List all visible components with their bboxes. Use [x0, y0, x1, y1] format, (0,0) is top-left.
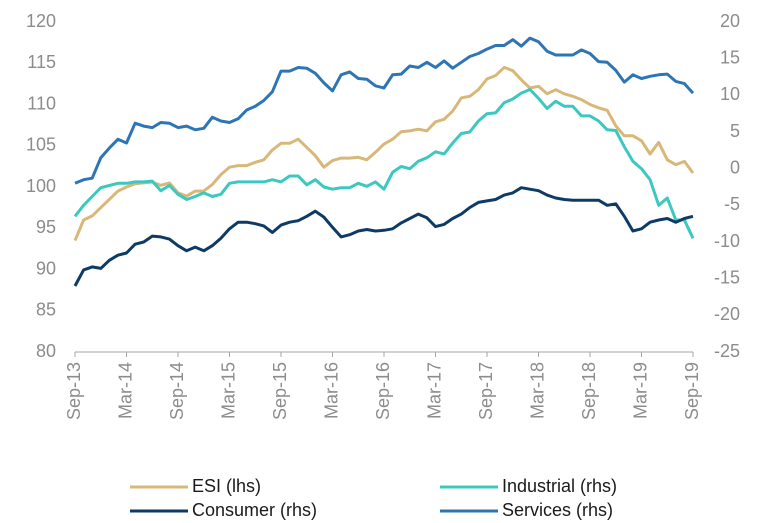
x-tick-label: Mar-15: [218, 362, 238, 419]
x-tick-label: Sep-19: [682, 362, 702, 420]
legend-label: Consumer (rhs): [192, 500, 317, 520]
x-tick-label: Sep-14: [167, 362, 187, 420]
x-tick-label: Mar-18: [527, 362, 547, 419]
series-line: [74, 36, 695, 185]
y-tick-label: 100: [26, 176, 56, 196]
y2-tick-label: 10: [720, 84, 740, 104]
y-tick-label: 95: [36, 217, 56, 237]
y2-tick-label: -20: [714, 304, 740, 324]
x-tick-label: Mar-14: [115, 362, 135, 419]
y2-tick-label: 20: [720, 11, 740, 31]
y-tick-label: 110: [27, 93, 56, 113]
y-tick-label: 105: [26, 135, 56, 155]
x-tick-label: Sep-15: [270, 362, 290, 420]
x-tick-label: Mar-17: [424, 362, 444, 419]
x-tick-label: Sep-13: [64, 362, 84, 420]
x-tick-label: Sep-18: [579, 362, 599, 420]
x-tick-label: Sep-16: [373, 362, 393, 420]
y2-tick-label: 5: [730, 121, 740, 141]
x-tick-label: Mar-19: [630, 362, 650, 419]
y2-tick-label: -5: [724, 194, 740, 214]
y-tick-label: 115: [27, 52, 56, 72]
series-line: [73, 186, 694, 287]
y-tick-label: 85: [36, 300, 56, 320]
y-tick-label: 90: [36, 258, 56, 278]
y-tick-label: 80: [36, 341, 56, 361]
legend-label: Services (rhs): [502, 500, 613, 520]
y2-tick-label: 0: [730, 157, 740, 177]
y-tick-label: 120: [26, 11, 56, 31]
y2-tick-label: -25: [714, 341, 740, 361]
x-tick-label: Mar-16: [321, 362, 341, 419]
legend-label: ESI (lhs): [192, 476, 261, 496]
y2-tick-label: 15: [720, 47, 740, 67]
series-line: [73, 88, 695, 239]
y2-tick-label: -10: [714, 231, 740, 251]
legend-label: Industrial (rhs): [502, 476, 617, 496]
y2-tick-label: -15: [714, 267, 740, 287]
series-line: [73, 65, 695, 242]
x-tick-label: Sep-17: [476, 362, 496, 420]
